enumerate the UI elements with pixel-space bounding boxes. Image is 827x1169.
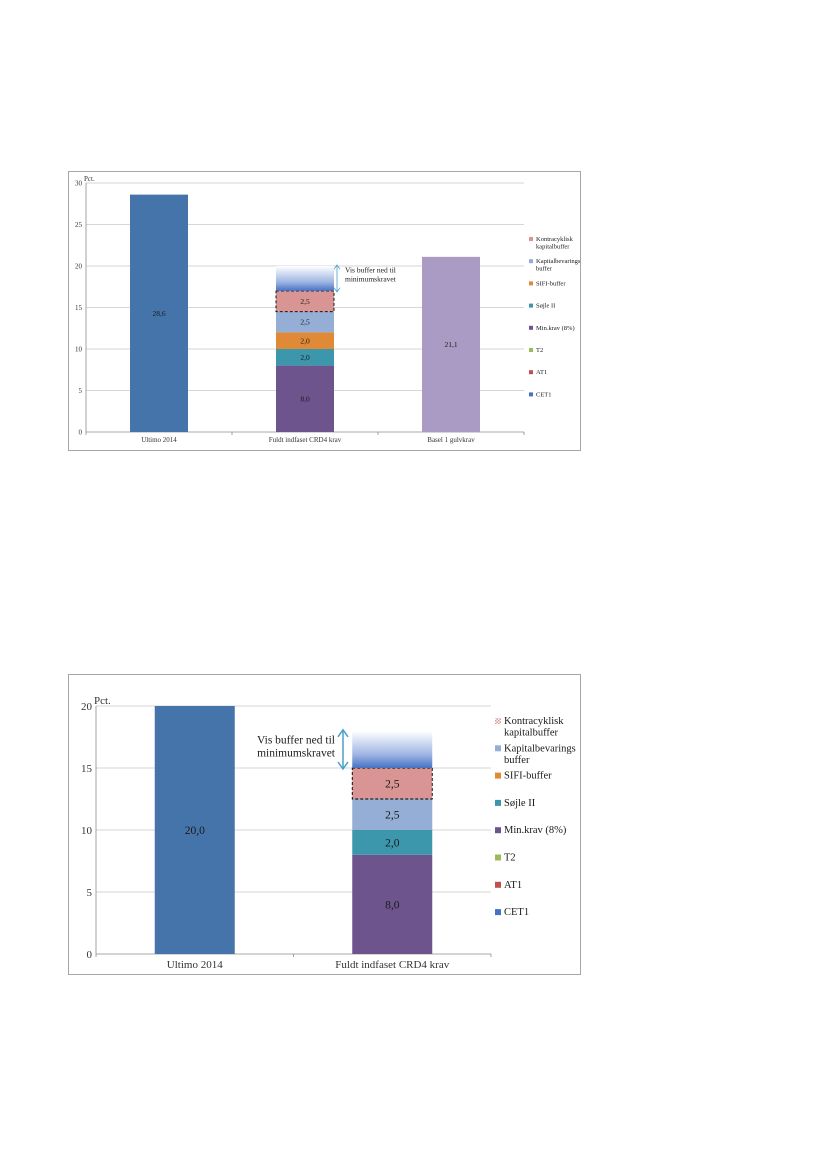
buffer-arrow-head-top: [337, 728, 349, 738]
x-tick-label-ultimo-2014: Ultimo 2014: [141, 436, 177, 444]
legend-swatch-kontracyklisk-kapitalbuffer: [529, 237, 533, 241]
bar-ultimo-2014: [154, 706, 235, 954]
y-tick-label: 5: [87, 887, 93, 899]
legend-swatch-kapitalbevarings-buffer: [495, 745, 501, 752]
legend-swatch-min-krav-8: [495, 827, 501, 834]
legend-label: buffer: [504, 755, 530, 766]
legend-swatch-min-krav-8: [529, 325, 533, 330]
bar-ultimo-2014: [130, 194, 188, 432]
stack-value-label: 2,0: [300, 353, 310, 362]
stack-value-label: 2,5: [385, 810, 400, 822]
legend-swatch-kontracyklisk-kapitalbuffer: [495, 718, 501, 724]
y-tick-label: 25: [75, 221, 83, 229]
x-tick-label-basel-1-gulvkrav: Basel 1 gulvkrav: [427, 436, 475, 444]
legend-label: Kapitalbevarings: [504, 743, 576, 754]
bar-value-label: 21,1: [444, 340, 457, 349]
buffer-annotation-line: minimumskravet: [257, 748, 336, 760]
stack-segment-kapitalbevarings-buffer: [352, 799, 433, 830]
stack-segment-søjle-ii: [276, 349, 334, 366]
bar-value-label: 20,0: [185, 825, 205, 837]
stack-value-label: 2,5: [300, 318, 310, 327]
buffer-annotation-line: Vis buffer ned til: [257, 735, 335, 747]
legend-label: Søjle II: [536, 303, 555, 310]
legend-label: AT1: [504, 880, 522, 891]
stack-value-label: 2,0: [300, 336, 310, 345]
legend-label: CET1: [504, 907, 529, 918]
stack-segment-sifi-buffer: [276, 332, 334, 349]
bar-value-label: 28,6: [152, 309, 165, 318]
legend-swatch-cet1: [529, 392, 533, 397]
buffer-arrow-head-top: [333, 264, 341, 270]
y-tick-label: 0: [79, 428, 83, 436]
stack-value-label: 2,0: [385, 837, 400, 849]
legend-swatch-cet1: [495, 909, 501, 916]
legend-swatch-sifi-buffer: [495, 772, 501, 779]
legend-swatch-sifi-buffer: [529, 281, 533, 286]
y-tick-label: 10: [81, 825, 93, 837]
y-tick-label: 20: [81, 701, 93, 713]
legend-swatch-t2: [495, 854, 501, 861]
legend-swatch-at1: [529, 370, 533, 375]
y-tick-label: 5: [79, 387, 83, 395]
legend-swatch-kapitalbevarings-buffer: [529, 259, 533, 264]
legend-label: kapitalbuffer: [536, 244, 570, 251]
y-tick-label: 10: [75, 345, 83, 353]
stack-segment-kapitalbevarings-buffer: [276, 311, 334, 333]
x-tick-label-fuldt-indfaset-crd4-krav: Fuldt indfaset CRD4 krav: [335, 959, 449, 971]
capital-requirements-chart-1: 0 5 10 15 20 25 30 Pct. Ultimo 2014 Fuldt indfase…: [68, 171, 581, 451]
legend-swatch-søjle-ii: [495, 799, 501, 806]
legend-label: T2: [536, 347, 543, 354]
x-tick-label-ultimo-2014: Ultimo 2014: [167, 959, 223, 971]
legend-label: Kapitalbevarings: [536, 258, 580, 265]
legend-label: SIFI-buffer: [536, 280, 566, 287]
y-tick-label: 15: [81, 763, 93, 775]
legend-label: SIFI-buffer: [504, 771, 552, 782]
legend-label: Min.krav (8%): [504, 825, 567, 836]
buffer-arrow-head-bottom: [333, 287, 341, 293]
buffer-fade-bar: [276, 266, 334, 291]
stack-segment-kontracyklisk-kapitalbuffer: [275, 290, 335, 313]
legend-swatch-at1: [495, 881, 501, 888]
x-tick-label-fuldt-indfaset-crd4-krav: Fuldt indfaset CRD4 krav: [269, 436, 342, 444]
legend-swatch-t2: [529, 348, 533, 352]
legend-label: Min.krav (8%): [536, 325, 575, 332]
legend-label: T2: [504, 853, 516, 864]
y-tick-label: 20: [75, 262, 83, 270]
stack-value-label: 8,0: [385, 899, 400, 911]
chart-2-svg: 0 5 10 15 20 Pct. Ultimo 2014 Fuldt indfaset CR…: [81, 695, 576, 971]
legend-label: AT1: [536, 369, 547, 376]
stack-segment-min-krav-8: [276, 365, 334, 432]
y-tick-label: 0: [87, 949, 93, 961]
y-tick-label: 15: [75, 304, 83, 312]
legend-swatch-søjle-ii: [529, 303, 533, 308]
legend-label: Kontracyklisk: [504, 716, 564, 727]
buffer-arrow-head-bottom: [337, 761, 349, 771]
stack-value-label: 2,5: [385, 779, 400, 791]
y-axis-title: Pct.: [94, 695, 111, 707]
legend-label: kapitalbuffer: [504, 728, 559, 739]
y-axis-title: Pct.: [84, 175, 95, 183]
buffer-annotation-line: Vis buffer ned til: [345, 266, 396, 275]
bar-basel-1-gulvkrav: [422, 256, 480, 432]
legend-label: buffer: [536, 266, 553, 273]
stack-segment-søjle-ii: [352, 830, 433, 855]
stack-segment-min-krav-8: [352, 854, 433, 954]
stack-value-label: 2,5: [300, 297, 310, 306]
y-tick-label: 30: [75, 179, 83, 187]
buffer-annotation-line: minimumskravet: [345, 275, 397, 284]
legend-label: CET1: [536, 391, 552, 398]
capital-requirements-chart-2: 0 5 10 15 20 Pct. Ultimo 2014 Fuldt indfaset CR…: [68, 674, 581, 975]
stack-value-label: 8,0: [300, 394, 310, 403]
legend-label: Søjle II: [504, 798, 536, 809]
buffer-fade-bar: [352, 730, 433, 768]
legend-label: Kontracyklisk: [536, 236, 574, 243]
